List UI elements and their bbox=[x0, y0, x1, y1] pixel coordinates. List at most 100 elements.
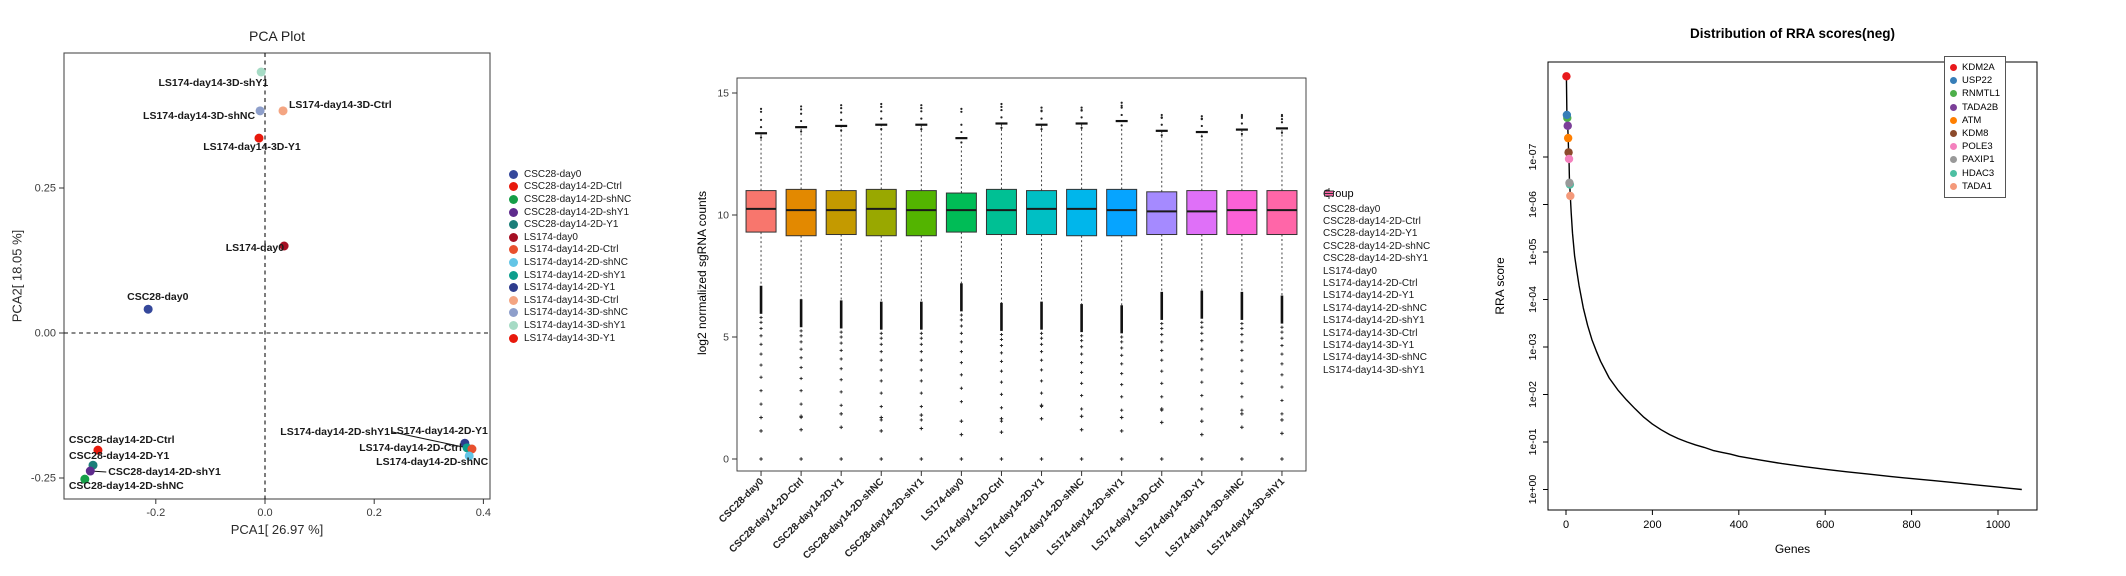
pca-legend-item: LS174-day14-3D-shNC bbox=[509, 307, 631, 320]
boxplot-glyph-icon bbox=[1324, 188, 1334, 199]
pca-x-tick-label: -0.2 bbox=[146, 507, 165, 519]
legend-label: CSC28-day14-2D-shY1 bbox=[1323, 253, 1429, 265]
box-y-tick-label: 10 bbox=[717, 210, 729, 222]
rra-legend-item: ATM bbox=[1950, 114, 2000, 127]
pca-legend-item: CSC28-day14-2D-shNC bbox=[509, 193, 631, 206]
pca-y-tick-label: -0.25 bbox=[31, 473, 56, 485]
box-iqr bbox=[945, 192, 977, 233]
box-outlier-dot bbox=[1280, 115, 1284, 118]
box-outlier-dot bbox=[1120, 113, 1123, 117]
box-dense-outlier-column bbox=[759, 285, 763, 314]
pca-legend-item: LS174-day14-2D-Ctrl bbox=[509, 244, 631, 257]
rra-x-tick-label: 600 bbox=[1816, 519, 1834, 531]
pca-plot-title: PCA Plot bbox=[248, 28, 306, 44]
box-outlier-dot bbox=[1280, 131, 1284, 134]
box-outlier-dot bbox=[920, 128, 923, 131]
box-outlier-dot bbox=[1240, 132, 1243, 136]
legend-dot-icon bbox=[509, 270, 518, 280]
legend-dot-icon bbox=[509, 182, 518, 192]
rra-x-tick-label: 1000 bbox=[1986, 519, 2010, 531]
pca-point-label: CSC28-day14-2D-Ctrl bbox=[69, 434, 175, 446]
box-outlier-dot bbox=[800, 112, 803, 115]
rra-x-axis-title: Genes bbox=[1774, 542, 1811, 556]
legend-label: POLE3 bbox=[1962, 141, 1993, 153]
rra-y-tick-label: 1e+00 bbox=[1527, 475, 1539, 505]
box-outlier-dot bbox=[920, 110, 923, 113]
rra-y-tick-label: 1e-03 bbox=[1527, 333, 1539, 360]
box-outlier-dot bbox=[960, 123, 963, 126]
legend-label: KDM8 bbox=[1962, 128, 1989, 140]
box-outlier-dot bbox=[1200, 135, 1203, 138]
box-iqr bbox=[865, 188, 897, 237]
box-y-tick-label: 5 bbox=[723, 332, 729, 344]
pca-legend-item: LS174-day14-3D-Y1 bbox=[509, 332, 631, 345]
legend-dot-icon bbox=[509, 320, 518, 330]
pca-point bbox=[85, 466, 95, 476]
pca-point-label: CSC28-day0 bbox=[127, 291, 188, 303]
legend-label: CSC28-day14-2D-Ctrl bbox=[524, 181, 622, 193]
legend-label: CSC28-day0 bbox=[524, 168, 582, 180]
rra-panel-border bbox=[1547, 61, 2038, 511]
box-outlier-dot bbox=[1120, 104, 1123, 107]
rra-distribution-plot: Distribution of RRA scores(neg) Genes RR… bbox=[1440, 0, 2126, 576]
legend-label: LS174-day14-3D-shY1 bbox=[524, 319, 626, 331]
pca-label-connector bbox=[391, 431, 468, 449]
legend-label: HDAC3 bbox=[1962, 167, 1995, 179]
box-y-tick-label: 15 bbox=[717, 88, 729, 100]
legend-dot-icon bbox=[509, 245, 518, 255]
legend-label: LS174-day14-2D-Y1 bbox=[1323, 290, 1415, 302]
box-outlier-dot bbox=[759, 110, 763, 113]
box-outlier-dot bbox=[1280, 121, 1284, 124]
rra-legend-item: KDM8 bbox=[1950, 127, 2000, 140]
pca-point-label: LS174-day14-3D-Y1 bbox=[203, 141, 301, 153]
rra-legend-item: TADA2B bbox=[1950, 101, 2000, 114]
box-outlier-dot bbox=[1080, 116, 1083, 119]
box-outlier-dot bbox=[1080, 126, 1083, 129]
boxplot-legend-item: LS174-day14-2D-Y1 bbox=[1323, 188, 1430, 302]
pca-point bbox=[255, 106, 265, 116]
box-outlier-dot bbox=[1160, 113, 1163, 117]
box-dense-outlier-column bbox=[799, 299, 803, 328]
box-outlier-dot bbox=[800, 119, 803, 123]
box-outlier-dot bbox=[840, 111, 843, 114]
boxplot-legend-item: CSC28-day0 bbox=[1323, 188, 1430, 215]
box-dense-outlier-column bbox=[1280, 295, 1284, 324]
pca-y-tick-label: 0.25 bbox=[35, 183, 56, 195]
boxplot-y-axis-title: log2 normalized sgRNA counts bbox=[695, 190, 709, 356]
rra-gene-point bbox=[1566, 191, 1575, 201]
box-iqr bbox=[745, 190, 777, 233]
box-outlier-dot bbox=[880, 105, 883, 109]
legend-label: USP22 bbox=[1962, 75, 1993, 87]
box-outlier-dot bbox=[1280, 118, 1284, 121]
pca-point bbox=[279, 241, 289, 251]
box-iqr bbox=[785, 188, 817, 237]
legend-dot-icon bbox=[509, 194, 518, 204]
box-outlier-dot bbox=[960, 141, 963, 144]
rra-x-tick-label: 800 bbox=[1902, 519, 1920, 531]
pca-x-tick-label: 0.0 bbox=[257, 507, 272, 519]
legend-label: LS174-day14-2D-shY1 bbox=[1323, 315, 1425, 327]
box-iqr bbox=[825, 190, 857, 236]
box-outlier-dot bbox=[800, 130, 803, 133]
pca-legend-item: CSC28-day14-2D-Ctrl bbox=[509, 181, 631, 194]
box-outlier-dot bbox=[840, 104, 843, 107]
box-dense-outlier-column bbox=[1040, 301, 1043, 330]
pca-point-label: LS174-day14-2D-shY1 bbox=[280, 426, 390, 438]
legend-label: CSC28-day14-2D-shY1 bbox=[524, 206, 630, 218]
legend-dot-icon bbox=[509, 257, 518, 267]
box-outlier-dot bbox=[800, 108, 803, 111]
rra-legend-item: USP22 bbox=[1950, 74, 2000, 87]
boxplot-legend-item: CSC28-day14-2D-shNC bbox=[1323, 188, 1430, 252]
pca-point-label: CSC28-day14-2D-Y1 bbox=[69, 450, 170, 462]
box-outlier-dot bbox=[1080, 109, 1083, 112]
legend-dot-icon bbox=[509, 169, 518, 179]
legend-label: CSC28-day14-2D-Y1 bbox=[1323, 228, 1418, 240]
pca-point-label: LS174-day14-3D-shY1 bbox=[158, 77, 268, 89]
box-outlier-dot bbox=[1000, 116, 1003, 119]
pca-x-axis-title: PCA1[ 26.97 %] bbox=[230, 522, 324, 537]
rra-y-axis-title: RRA score bbox=[1493, 257, 1507, 315]
box-outlier-dot bbox=[880, 117, 883, 120]
rra-legend-item: HDAC3 bbox=[1950, 167, 2000, 180]
rra-gene-point bbox=[1564, 148, 1573, 157]
